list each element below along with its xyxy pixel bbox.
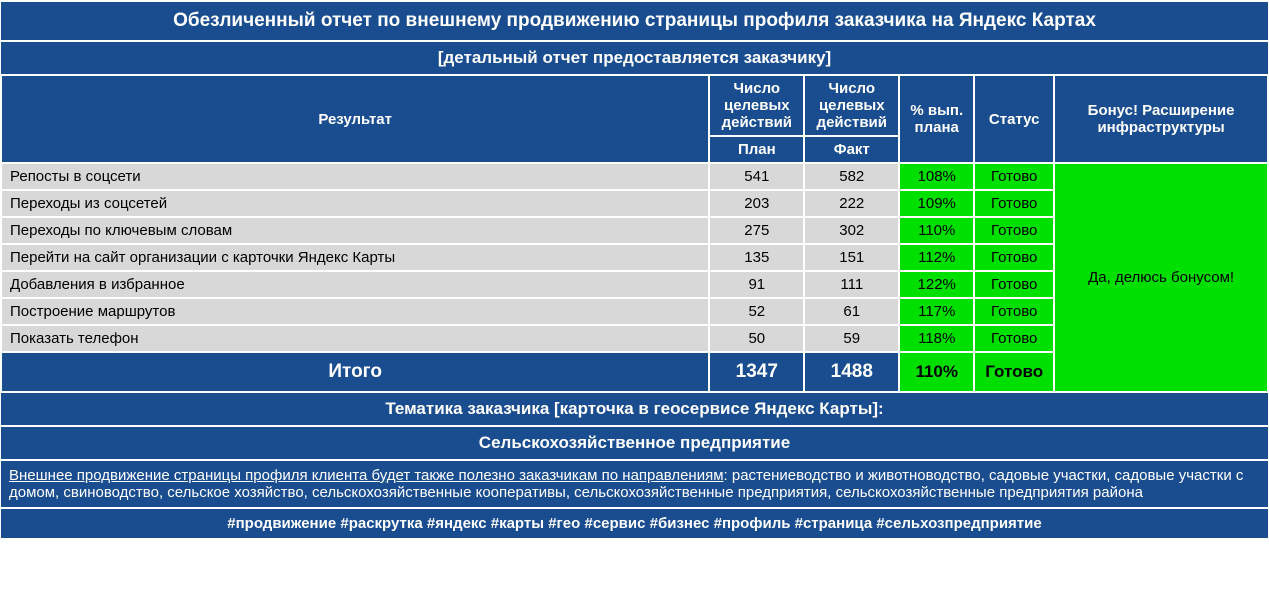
row-label: Построение маршрутов (1, 298, 709, 325)
row-status: Готово (974, 244, 1054, 271)
row-fact: 59 (804, 325, 899, 352)
row-status: Готово (974, 298, 1054, 325)
row-plan: 50 (709, 325, 804, 352)
row-plan: 135 (709, 244, 804, 271)
row-pct: 108% (899, 163, 974, 190)
total-pct: 110% (899, 352, 974, 392)
row-pct: 122% (899, 271, 974, 298)
row-fact: 151 (804, 244, 899, 271)
col-actions-plan: Число целевых действий (709, 75, 804, 136)
row-pct: 109% (899, 190, 974, 217)
row-status: Готово (974, 325, 1054, 352)
row-plan: 275 (709, 217, 804, 244)
row-pct: 117% (899, 298, 974, 325)
row-fact: 111 (804, 271, 899, 298)
col-fact: Факт (804, 136, 899, 163)
row-fact: 222 (804, 190, 899, 217)
row-plan: 541 (709, 163, 804, 190)
col-pct: % вып. плана (899, 75, 974, 163)
row-label: Перейти на сайт организации с карточки Я… (1, 244, 709, 271)
theme-value: Сельскохозяйственное предприятие (1, 426, 1268, 460)
row-label: Переходы по ключевым словам (1, 217, 709, 244)
row-fact: 61 (804, 298, 899, 325)
report-title: Обезличенный отчет по внешнему продвижен… (1, 1, 1268, 41)
col-status: Статус (974, 75, 1054, 163)
tags: #продвижение #раскрутка #яндекс #карты #… (1, 508, 1268, 539)
total-plan: 1347 (709, 352, 804, 392)
row-label: Репосты в соцсети (1, 163, 709, 190)
report-subtitle: [детальный отчет предоставляется заказчи… (1, 41, 1268, 75)
row-status: Готово (974, 163, 1054, 190)
row-status: Готово (974, 271, 1054, 298)
row-label: Добавления в избранное (1, 271, 709, 298)
table-row: Репосты в соцсети 541 582 108% Готово Да… (1, 163, 1268, 190)
row-pct: 112% (899, 244, 974, 271)
report-table: Обезличенный отчет по внешнему продвижен… (0, 0, 1269, 540)
promo-text: Внешнее продвижение страницы профиля кли… (1, 460, 1268, 508)
row-label: Переходы из соцсетей (1, 190, 709, 217)
row-fact: 582 (804, 163, 899, 190)
row-label: Показать телефон (1, 325, 709, 352)
col-actions-fact: Число целевых действий (804, 75, 899, 136)
bonus-cell: Да, делюсь бонусом! (1054, 163, 1268, 392)
col-result: Результат (1, 75, 709, 163)
row-plan: 91 (709, 271, 804, 298)
theme-label: Тематика заказчика [карточка в геосервис… (1, 392, 1268, 426)
promo-underlined: Внешнее продвижение страницы профиля кли… (9, 467, 724, 484)
row-plan: 52 (709, 298, 804, 325)
col-bonus: Бонус! Расширение инфраструктуры (1054, 75, 1268, 163)
row-status: Готово (974, 217, 1054, 244)
total-fact: 1488 (804, 352, 899, 392)
row-pct: 110% (899, 217, 974, 244)
row-fact: 302 (804, 217, 899, 244)
total-status: Готово (974, 352, 1054, 392)
total-label: Итого (1, 352, 709, 392)
row-pct: 118% (899, 325, 974, 352)
row-plan: 203 (709, 190, 804, 217)
row-status: Готово (974, 190, 1054, 217)
col-plan: План (709, 136, 804, 163)
